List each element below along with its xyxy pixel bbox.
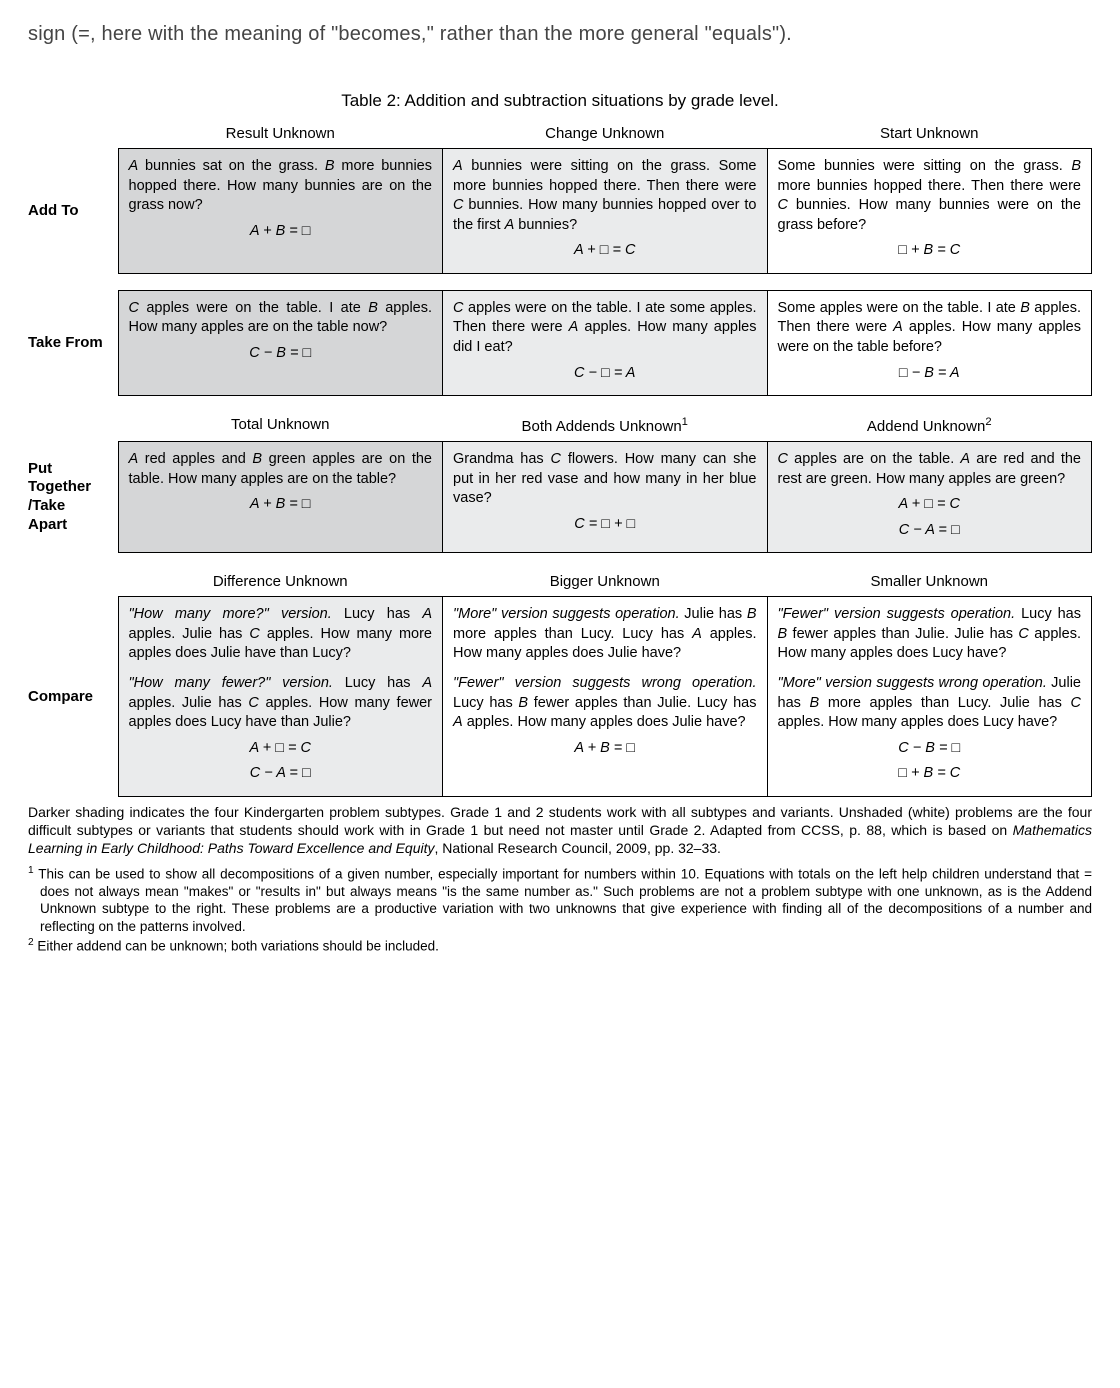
cell-take-result: C apples were on the table. I ate B appl… (118, 290, 443, 395)
cell-cmp-diff: "How many more?" version. Lucy has A app… (118, 597, 443, 797)
col-head: Smaller Unknown (767, 569, 1092, 597)
row-label-compare: Compare (28, 597, 118, 797)
intro-text: sign (=, here with the meaning of "becom… (28, 20, 1092, 49)
row-label-addto: Add To (28, 149, 118, 274)
col-head: Difference Unknown (118, 569, 443, 597)
cell-cmp-smaller: "Fewer" version suggests operation. Lucy… (767, 597, 1092, 797)
footnotes: 1 This can be used to show all decomposi… (28, 865, 1092, 954)
cell-take-start: Some apples were on the table. I ate B a… (767, 290, 1092, 395)
header-row-1: Result Unknown Change Unknown Start Unkn… (28, 121, 1092, 149)
cell-addto-start: Some bunnies were sitting on the grass. … (767, 149, 1092, 274)
col-head: Total Unknown (118, 412, 443, 442)
shading-note: Darker shading indicates the four Kinder… (28, 803, 1092, 858)
puttogether-row: PutTogether/TakeApart A red apples and B… (28, 442, 1092, 553)
takefrom-row: Take From C apples were on the table. I … (28, 290, 1092, 395)
row-label-puttogether: PutTogether/TakeApart (28, 442, 118, 553)
col-head: Both Addends Unknown1 (443, 412, 768, 442)
col-head: Result Unknown (118, 121, 443, 149)
footnote-2: 2 Either addend can be unknown; both var… (28, 937, 1092, 955)
cell-cmp-bigger: "More" version suggests operation. Julie… (443, 597, 768, 797)
col-head: Start Unknown (767, 121, 1092, 149)
cell-addto-change: A bunnies were sitting on the grass. Som… (443, 149, 768, 274)
row-label-takefrom: Take From (28, 290, 118, 395)
header-row-2: Total Unknown Both Addends Unknown1 Adde… (28, 412, 1092, 442)
table-caption: Table 2: Addition and subtraction situat… (28, 91, 1092, 111)
cell-put-total: A red apples and B green apples are on t… (118, 442, 443, 553)
table-container: Table 2: Addition and subtraction situat… (28, 71, 1092, 963)
col-head: Addend Unknown2 (767, 412, 1092, 442)
footnote-1: 1 This can be used to show all decomposi… (28, 865, 1092, 935)
col-head: Change Unknown (443, 121, 768, 149)
cell-put-addend: C apples are on the table. A are red and… (767, 442, 1092, 553)
cell-take-change: C apples were on the table. I ate some a… (443, 290, 768, 395)
situations-table: Result Unknown Change Unknown Start Unkn… (28, 121, 1092, 797)
col-head: Bigger Unknown (443, 569, 768, 597)
header-row-3: Difference Unknown Bigger Unknown Smalle… (28, 569, 1092, 597)
compare-row: Compare "How many more?" version. Lucy h… (28, 597, 1092, 797)
cell-put-both: Grandma has C flowers. How many can she … (443, 442, 768, 553)
cell-addto-result: A bunnies sat on the grass. B more bunni… (118, 149, 443, 274)
addto-row: Add To A bunnies sat on the grass. B mor… (28, 149, 1092, 274)
